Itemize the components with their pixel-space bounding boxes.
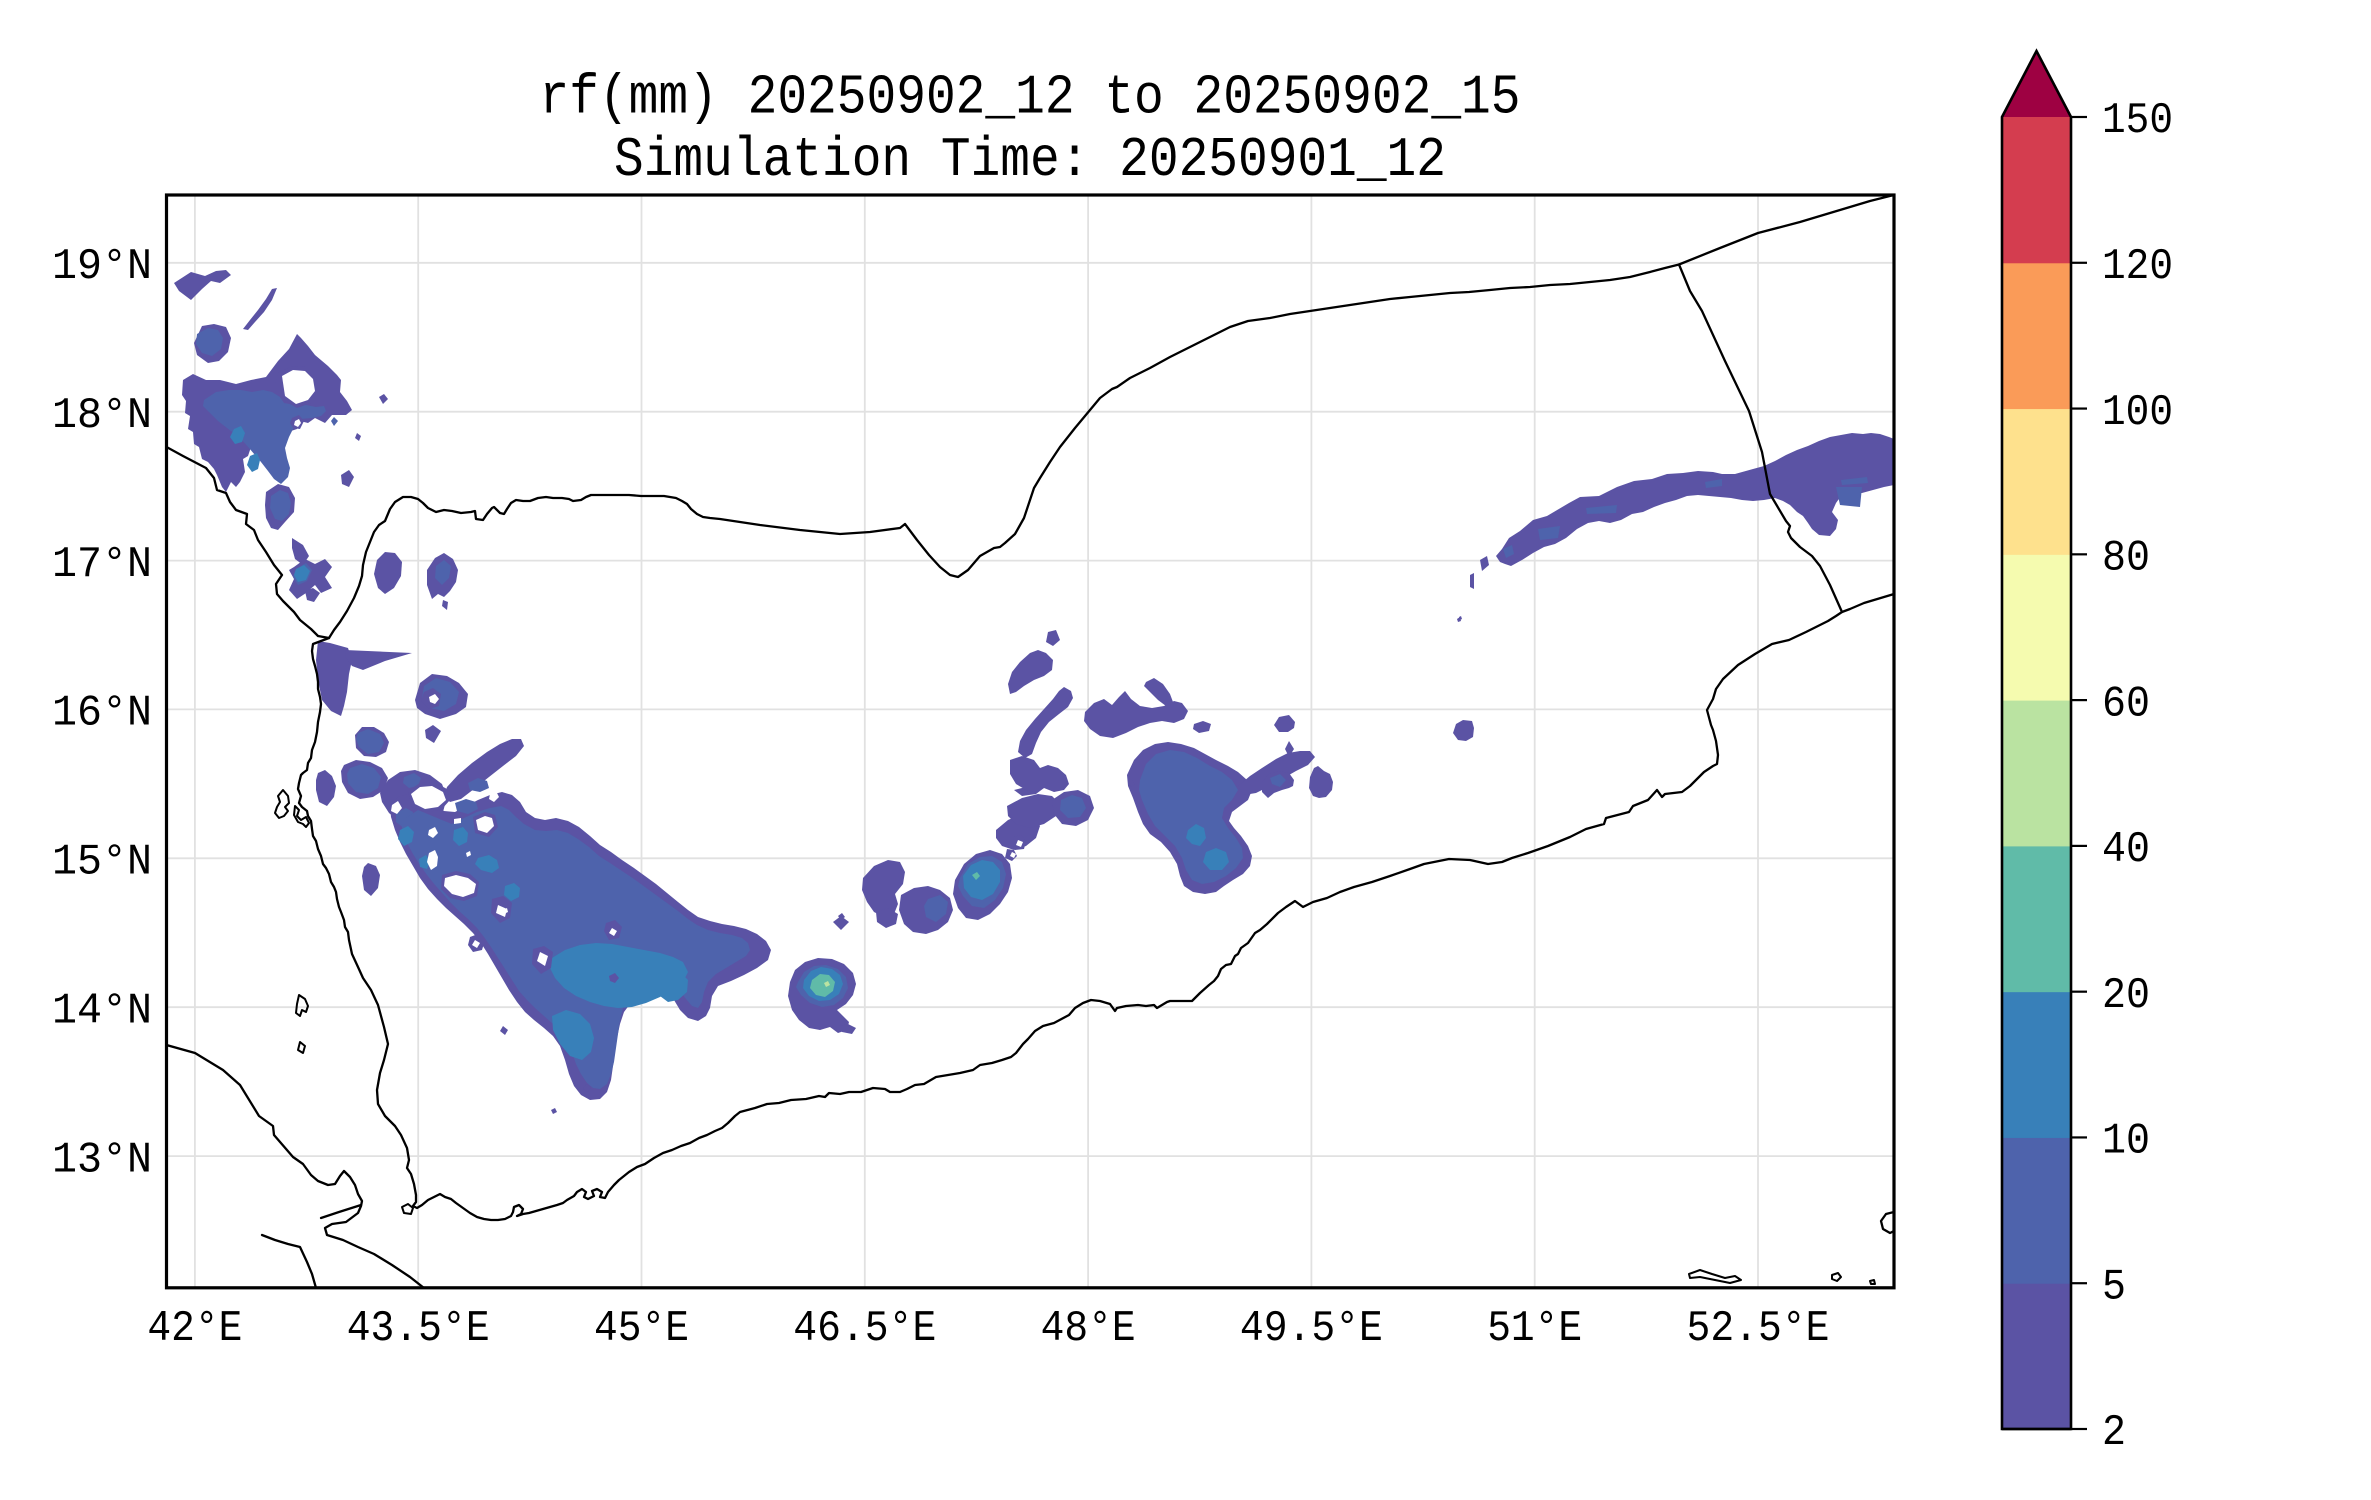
svg-text:2: 2 (2102, 1409, 2126, 1458)
svg-text:16°N: 16°N (52, 690, 152, 739)
svg-text:5: 5 (2102, 1263, 2126, 1312)
svg-text:14°N: 14°N (52, 987, 152, 1036)
svg-text:20: 20 (2102, 972, 2150, 1021)
svg-text:46.5°E: 46.5°E (793, 1305, 936, 1354)
svg-text:48°E: 48°E (1041, 1305, 1136, 1354)
svg-text:60: 60 (2102, 680, 2150, 729)
svg-text:rf(mm) 20250902_12 to 20250902: rf(mm) 20250902_12 to 20250902_15 (540, 67, 1521, 130)
svg-text:51°E: 51°E (1487, 1305, 1582, 1354)
svg-text:18°N: 18°N (52, 392, 152, 441)
svg-text:100: 100 (2102, 389, 2173, 438)
svg-text:10: 10 (2102, 1118, 2150, 1167)
svg-text:49.5°E: 49.5°E (1240, 1305, 1383, 1354)
svg-text:15°N: 15°N (52, 839, 152, 888)
svg-text:80: 80 (2102, 535, 2150, 584)
svg-text:150: 150 (2102, 97, 2173, 146)
svg-text:45°E: 45°E (594, 1305, 689, 1354)
svg-text:42°E: 42°E (147, 1305, 242, 1354)
svg-text:120: 120 (2102, 243, 2173, 292)
svg-text:13°N: 13°N (52, 1136, 152, 1185)
svg-text:17°N: 17°N (52, 541, 152, 590)
svg-text:40: 40 (2102, 826, 2150, 875)
svg-text:19°N: 19°N (52, 243, 152, 292)
svg-text:52.5°E: 52.5°E (1687, 1305, 1830, 1354)
svg-text:Simulation Time: 20250901_12: Simulation Time: 20250901_12 (614, 129, 1446, 192)
svg-text:43.5°E: 43.5°E (347, 1305, 490, 1354)
